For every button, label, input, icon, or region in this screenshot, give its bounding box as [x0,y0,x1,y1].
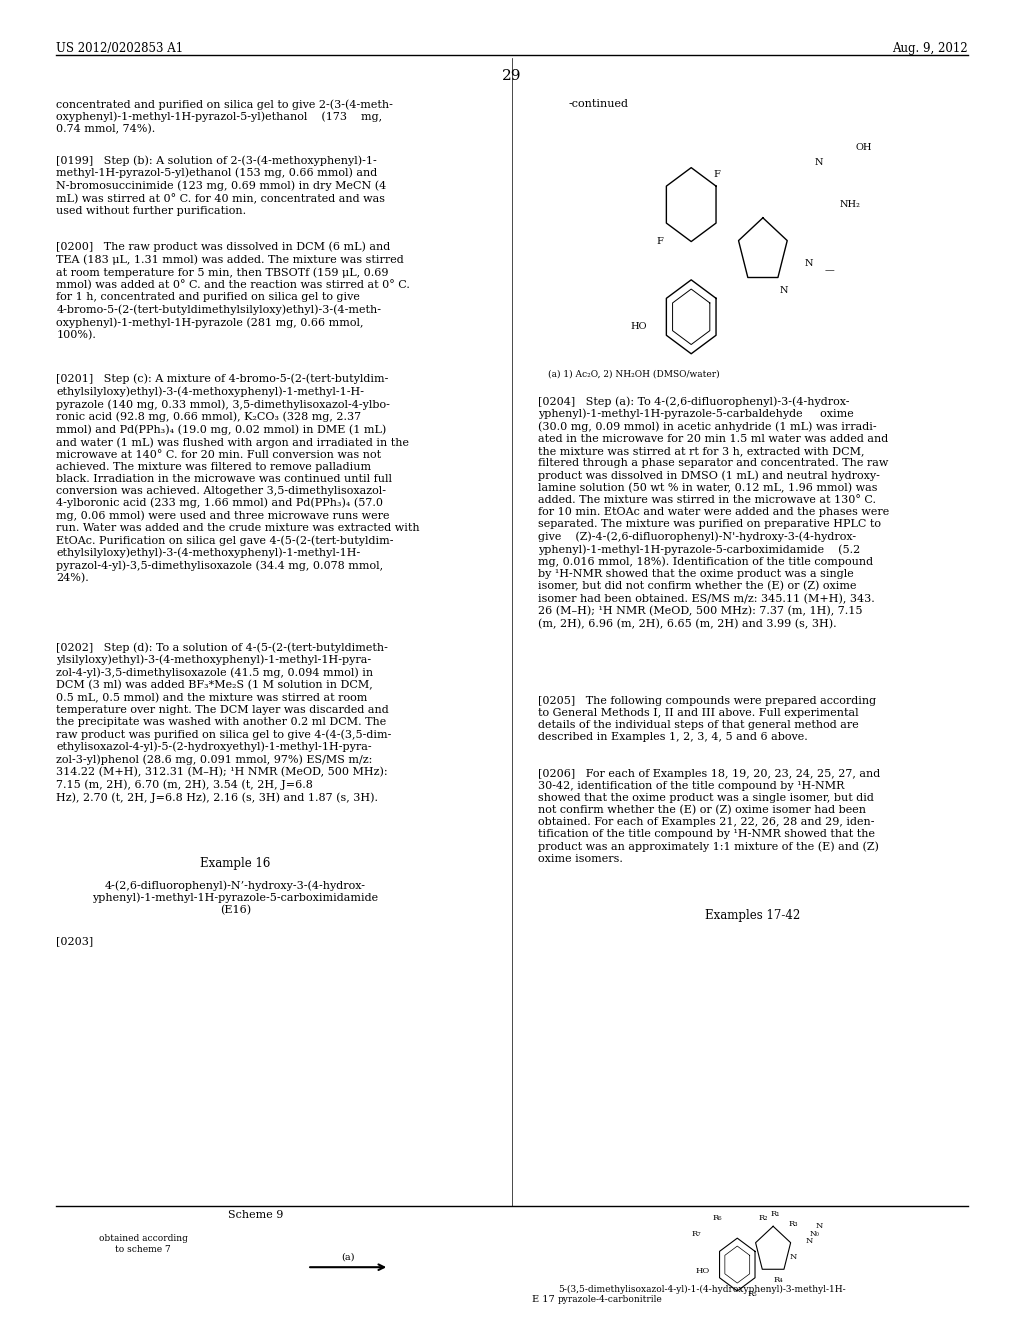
Text: NH₂: NH₂ [840,201,860,209]
Text: 29: 29 [502,69,522,83]
Text: [0201]   Step (c): A mixture of 4-bromo-5-(2-(tert-butyldim-
ethylsilyloxy)ethyl: [0201] Step (c): A mixture of 4-bromo-5-… [56,374,420,583]
Text: concentrated and purified on silica gel to give 2-(3-(4-meth-
oxyphenyl)-1-methy: concentrated and purified on silica gel … [56,99,393,135]
Text: R₇: R₇ [691,1230,701,1238]
Text: [0205]   The following compounds were prepared according
to General Methods I, I: [0205] The following compounds were prep… [538,697,876,742]
Text: Examples 17-42: Examples 17-42 [705,909,801,921]
Text: Example 16: Example 16 [201,857,270,870]
Text: R₄: R₄ [773,1276,783,1284]
Text: R₁: R₁ [770,1210,780,1218]
Text: N: N [815,158,823,166]
Text: F: F [656,238,663,246]
Text: HO: HO [631,322,647,330]
Text: R₂: R₂ [758,1214,768,1222]
Text: 5-(3,5-dimethylisoxazol-4-yl)-1-(4-hydroxyphenyl)-3-methyl-1H-
pyrazole-4-carbon: 5-(3,5-dimethylisoxazol-4-yl)-1-(4-hydro… [558,1284,846,1304]
Text: [0204]   Step (a): To 4-(2,6-difluorophenyl)-3-(4-hydrox-
yphenyl)-1-methyl-1H-p: [0204] Step (a): To 4-(2,6-difluoropheny… [538,396,889,628]
Text: [0203]: [0203] [56,936,93,946]
Text: US 2012/0202853 A1: US 2012/0202853 A1 [56,42,183,55]
Text: [0200]   The raw product was dissolved in DCM (6 mL) and
TEA (183 μL, 1.31 mmol): [0200] The raw product was dissolved in … [56,242,411,341]
Text: (a) 1) Ac₂O, 2) NH₂OH (DMSO/water): (a) 1) Ac₂O, 2) NH₂OH (DMSO/water) [548,370,720,379]
Text: F: F [714,170,720,178]
Text: obtained according
to scheme 7: obtained according to scheme 7 [99,1234,187,1254]
Text: N: N [779,286,787,294]
Text: [0206]   For each of Examples 18, 19, 20, 23, 24, 25, 27, and
30-42, identificat: [0206] For each of Examples 18, 19, 20, … [538,768,880,865]
Text: R₆: R₆ [712,1214,722,1222]
Text: R₅: R₅ [748,1290,758,1298]
Text: N₀: N₀ [809,1230,819,1238]
Text: [0202]   Step (d): To a solution of 4-(5-(2-(tert-butyldimeth-
ylsilyloxy)ethyl): [0202] Step (d): To a solution of 4-(5-(… [56,642,392,803]
Text: E 17: E 17 [532,1295,555,1304]
Text: —: — [824,267,835,275]
Text: Scheme 9: Scheme 9 [228,1210,284,1221]
Text: R₃: R₃ [788,1220,799,1228]
Text: 4-(2,6-difluorophenyl)-N’-hydroxy-3-(4-hydrox-
yphenyl)-1-methyl-1H-pyrazole-5-c: 4-(2,6-difluorophenyl)-N’-hydroxy-3-(4-h… [92,880,379,915]
Text: N: N [805,260,813,268]
Text: N: N [790,1253,798,1261]
Text: N: N [805,1237,813,1245]
Text: (a): (a) [341,1253,355,1262]
Text: N: N [815,1222,823,1230]
Text: [0199]   Step (b): A solution of 2-(3-(4-methoxyphenyl)-1-
methyl-1H-pyrazol-5-y: [0199] Step (b): A solution of 2-(3-(4-m… [56,154,387,216]
Text: Aug. 9, 2012: Aug. 9, 2012 [892,42,968,55]
Text: OH: OH [855,144,871,152]
Text: HO: HO [695,1267,710,1275]
Text: -continued: -continued [568,99,629,110]
